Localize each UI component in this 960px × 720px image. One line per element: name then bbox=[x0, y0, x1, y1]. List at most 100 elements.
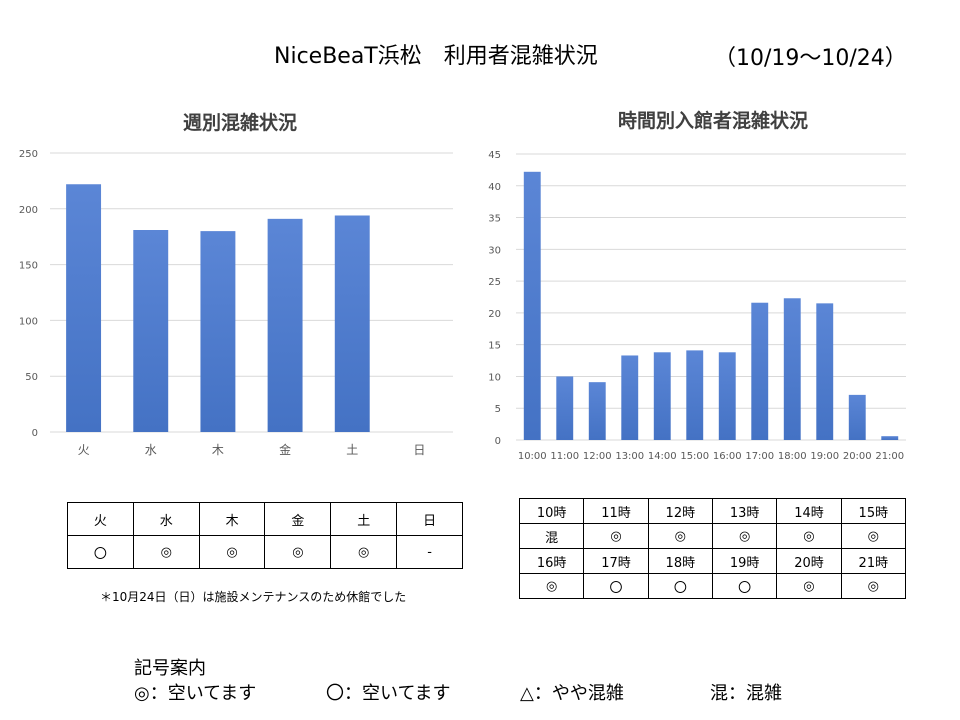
bar bbox=[66, 184, 102, 432]
status-mark-cell: ◎ bbox=[840, 573, 907, 599]
bar bbox=[751, 302, 769, 440]
x-tick-label: 19:00 bbox=[810, 451, 839, 462]
x-tick-label: 金 bbox=[279, 442, 291, 457]
bar bbox=[718, 352, 736, 440]
hourly-table-mark-row: ◎ 〇 〇 〇 ◎ ◎ bbox=[518, 573, 907, 599]
status-mark-cell: 〇 bbox=[67, 535, 134, 569]
status-mark-cell: ◎ bbox=[583, 523, 649, 549]
status-mark-cell: ◎ bbox=[840, 523, 907, 549]
status-mark-cell: - bbox=[396, 535, 463, 569]
weekly-table-mark-row: 〇 ◎ ◎ ◎ ◎ - bbox=[67, 535, 463, 569]
hour-cell: 16時 bbox=[518, 548, 585, 574]
legend-item: 〇：空いてます bbox=[326, 683, 451, 704]
x-tick-label: 13:00 bbox=[615, 451, 644, 462]
status-mark-cell: ◎ bbox=[518, 573, 585, 599]
hour-cell: 12時 bbox=[647, 498, 713, 524]
hour-cell: 19時 bbox=[711, 548, 778, 574]
hour-cell: 21時 bbox=[840, 548, 907, 574]
bar bbox=[621, 355, 639, 440]
hourly-table-hours-row: 16時 17時 18時 19時 20時 21時 bbox=[518, 548, 907, 574]
day-cell: 火 bbox=[67, 502, 134, 536]
hour-cell: 17時 bbox=[583, 548, 649, 574]
day-cell: 日 bbox=[396, 502, 463, 536]
status-mark-cell: 〇 bbox=[647, 573, 713, 599]
status-mark-cell: ◎ bbox=[647, 523, 713, 549]
status-mark-cell: 〇 bbox=[711, 573, 778, 599]
hourly-chart-title: 時間別入館者混雑状況 bbox=[617, 110, 808, 132]
x-tick-label: 18:00 bbox=[778, 451, 807, 462]
page-title: NiceBeaT浜松 利用者混雑状況 bbox=[274, 44, 598, 69]
bar bbox=[133, 230, 169, 432]
hour-cell: 18時 bbox=[647, 548, 713, 574]
y-tick-label: 5 bbox=[495, 404, 501, 415]
hourly-status-table: 10時 11時 12時 13時 14時 15時 混 ◎ ◎ ◎ ◎ ◎ 16時 … bbox=[518, 498, 907, 599]
hourly-table-hours-row: 10時 11時 12時 13時 14時 15時 bbox=[518, 498, 907, 524]
legend-item: 混：混雑 bbox=[710, 683, 782, 704]
day-cell: 金 bbox=[264, 502, 332, 536]
day-cell: 土 bbox=[330, 502, 398, 536]
y-tick-label: 35 bbox=[488, 214, 501, 225]
status-mark-cell: 〇 bbox=[583, 573, 649, 599]
status-mark-cell: ◎ bbox=[132, 535, 200, 569]
hour-cell: 20時 bbox=[776, 548, 842, 574]
x-tick-label: 21:00 bbox=[875, 451, 904, 462]
status-mark-cell: ◎ bbox=[776, 573, 842, 599]
day-cell: 水 bbox=[132, 502, 200, 536]
x-tick-label: 12:00 bbox=[583, 451, 612, 462]
x-tick-label: 火 bbox=[78, 443, 90, 457]
weekly-chart-title: 週別混雑状況 bbox=[182, 112, 297, 134]
weekly-table-header-row: 火 水 木 金 土 日 bbox=[67, 502, 463, 536]
x-tick-label: 10:00 bbox=[518, 451, 547, 462]
y-tick-label: 0 bbox=[32, 428, 38, 439]
hour-cell: 15時 bbox=[840, 498, 907, 524]
status-mark-cell: ◎ bbox=[711, 523, 778, 549]
bar bbox=[653, 352, 671, 440]
weekly-chart: 0 50 100 150 200 250 火 水 木 金 土 日 bbox=[19, 149, 453, 457]
status-mark-cell: ◎ bbox=[776, 523, 842, 549]
hour-cell: 13時 bbox=[711, 498, 778, 524]
y-tick-label: 40 bbox=[488, 182, 501, 193]
hourly-chart: 0 5 10 15 20 25 30 35 40 45 10:00 11:00 12:00 13:00 14… bbox=[488, 150, 906, 462]
x-tick-label: 20:00 bbox=[843, 451, 872, 462]
x-tick-label: 15:00 bbox=[680, 451, 709, 462]
y-tick-label: 100 bbox=[19, 316, 38, 327]
legend-heading: 記号案内 bbox=[134, 658, 206, 679]
weekly-status-table: 火 水 木 金 土 日 〇 ◎ ◎ ◎ ◎ - bbox=[67, 502, 463, 569]
y-tick-label: 200 bbox=[19, 205, 38, 216]
bar bbox=[881, 436, 899, 440]
status-mark-cell: ◎ bbox=[330, 535, 398, 569]
x-tick-label: 14:00 bbox=[648, 451, 677, 462]
hour-cell: 11時 bbox=[583, 498, 649, 524]
bar bbox=[267, 218, 303, 432]
day-cell: 木 bbox=[198, 502, 266, 536]
y-tick-label: 20 bbox=[488, 309, 501, 320]
y-tick-label: 30 bbox=[488, 245, 501, 256]
status-mark-cell: ◎ bbox=[264, 535, 332, 569]
bar bbox=[588, 382, 606, 440]
x-tick-label: 木 bbox=[212, 443, 224, 457]
x-tick-label: 水 bbox=[145, 443, 157, 457]
hourly-table-mark-row: 混 ◎ ◎ ◎ ◎ ◎ bbox=[518, 523, 907, 549]
hour-cell: 10時 bbox=[518, 498, 585, 524]
x-tick-label: 土 bbox=[346, 443, 358, 457]
y-tick-label: 150 bbox=[19, 261, 38, 272]
y-tick-label: 15 bbox=[488, 341, 501, 352]
bar bbox=[200, 231, 236, 432]
status-mark-cell: 混 bbox=[518, 523, 585, 549]
x-tick-label: 11:00 bbox=[550, 451, 579, 462]
status-mark-cell: ◎ bbox=[198, 535, 266, 569]
bar bbox=[848, 394, 866, 440]
x-tick-label: 16:00 bbox=[713, 451, 742, 462]
x-tick-label: 日 bbox=[413, 443, 425, 457]
y-tick-label: 10 bbox=[488, 372, 501, 383]
y-tick-label: 45 bbox=[488, 150, 501, 161]
bar bbox=[334, 215, 370, 432]
hour-cell: 14時 bbox=[776, 498, 842, 524]
legend-item: ◎：空いてます bbox=[134, 683, 257, 704]
y-tick-label: 0 bbox=[495, 436, 501, 447]
bar bbox=[686, 350, 704, 440]
legend-item: △：やや混雑 bbox=[520, 683, 624, 704]
period-label: （10/19～10/24） bbox=[714, 46, 907, 71]
bar bbox=[556, 376, 574, 440]
bar bbox=[816, 303, 834, 440]
